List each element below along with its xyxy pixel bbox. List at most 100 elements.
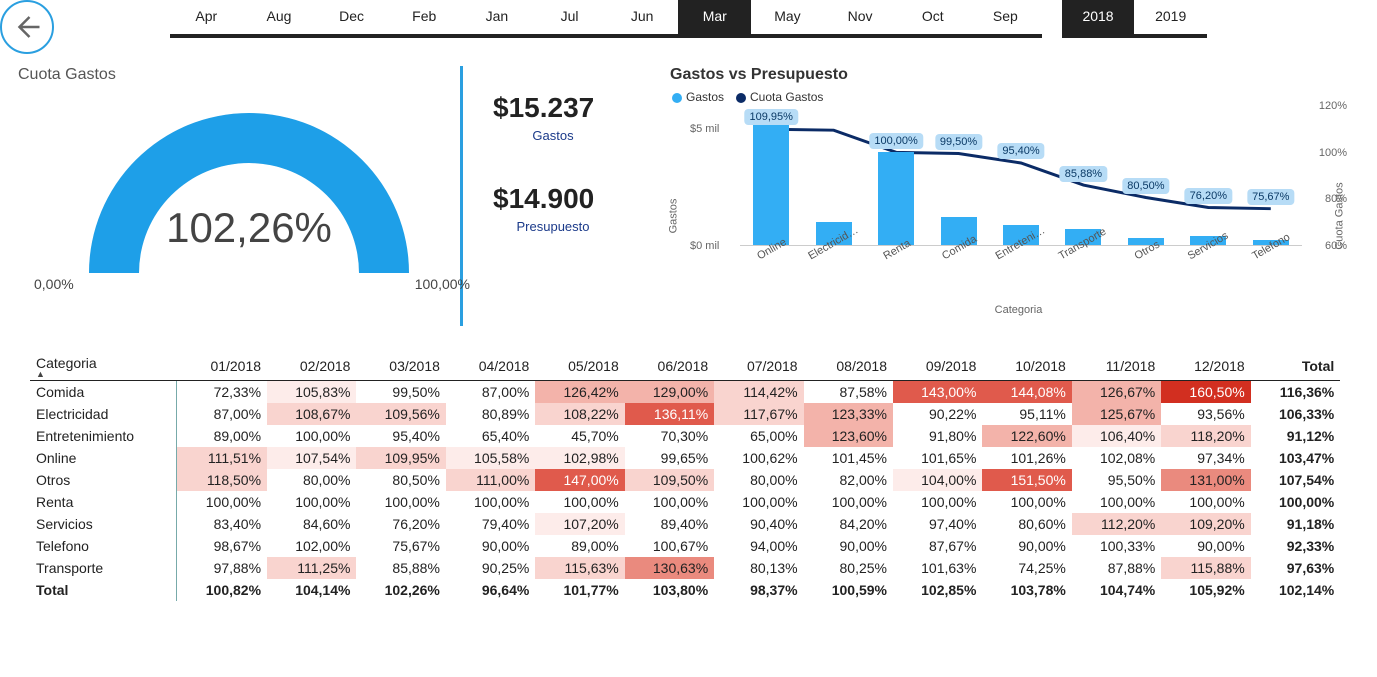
kpi-presupuesto-value: $14.900	[493, 183, 660, 215]
cell: 107,54%	[267, 447, 356, 469]
cell: 97,63%	[1251, 557, 1341, 579]
cell: 100,00%	[714, 491, 803, 513]
cell: 131,00%	[1161, 469, 1250, 491]
gauge-value: 102,26%	[166, 204, 332, 252]
kpi-gastos-value: $15.237	[493, 92, 660, 124]
combo-chart-panel: Gastos vs Presupuesto GastosCuota Gastos…	[660, 66, 1367, 326]
cell: 103,47%	[1251, 447, 1341, 469]
mid-row: Cuota Gastos 102,26% 0,00% 100,00% $15.2…	[0, 66, 1377, 326]
cell: 144,08%	[982, 381, 1071, 404]
cell: 102,26%	[356, 579, 445, 601]
year-tab-2019[interactable]: 2019	[1134, 0, 1207, 38]
month-tab-jun[interactable]: Jun	[606, 0, 679, 38]
col-header[interactable]: 11/2018	[1072, 352, 1161, 381]
cell: 72,33%	[177, 381, 267, 404]
legend-item: Gastos	[672, 90, 724, 104]
month-tab-jul[interactable]: Jul	[533, 0, 606, 38]
row-category[interactable]: Otros	[30, 469, 177, 491]
cell: 106,40%	[1072, 425, 1161, 447]
cell: 99,65%	[625, 447, 714, 469]
table-row: Otros118,50%80,00%80,50%111,00%147,00%10…	[30, 469, 1340, 491]
col-header[interactable]: 12/2018	[1161, 352, 1250, 381]
month-tab-aug[interactable]: Aug	[243, 0, 316, 38]
col-header[interactable]: 01/2018	[177, 352, 267, 381]
row-category[interactable]: Transporte	[30, 557, 177, 579]
cell: 90,40%	[714, 513, 803, 535]
cell: 80,00%	[714, 469, 803, 491]
cell: 100,00%	[267, 425, 356, 447]
cell: 126,42%	[535, 381, 624, 404]
cell: 112,20%	[1072, 513, 1161, 535]
cell: 118,50%	[177, 469, 267, 491]
cell: 122,60%	[982, 425, 1071, 447]
table-row: Renta100,00%100,00%100,00%100,00%100,00%…	[30, 491, 1340, 513]
cell: 101,77%	[535, 579, 624, 601]
kpi-gastos-label: Gastos	[493, 128, 613, 143]
row-category[interactable]: Renta	[30, 491, 177, 513]
cell: 130,63%	[625, 557, 714, 579]
kpi-presupuesto: $14.900 Presupuesto	[493, 183, 660, 234]
month-tab-may[interactable]: May	[751, 0, 824, 38]
cell: 100,00%	[893, 491, 982, 513]
cell: 85,88%	[356, 557, 445, 579]
row-category[interactable]: Servicios	[30, 513, 177, 535]
row-category[interactable]: Electricidad	[30, 403, 177, 425]
gauge-title: Cuota Gastos	[18, 66, 480, 84]
month-tab-mar[interactable]: Mar	[678, 0, 751, 38]
cell: 100,00%	[804, 491, 893, 513]
bar[interactable]	[878, 152, 914, 245]
month-tab-feb[interactable]: Feb	[388, 0, 461, 38]
y-ticks-right: 120%100%80%60%	[1307, 106, 1347, 246]
cell: 102,08%	[1072, 447, 1161, 469]
month-tab-dec[interactable]: Dec	[315, 0, 388, 38]
col-header[interactable]: 03/2018	[356, 352, 445, 381]
cell: 101,65%	[893, 447, 982, 469]
cell: 89,00%	[177, 425, 267, 447]
cell: 89,00%	[535, 535, 624, 557]
cell: 90,00%	[982, 535, 1071, 557]
month-tab-apr[interactable]: Apr	[170, 0, 243, 38]
year-tab-2018[interactable]: 2018	[1062, 0, 1135, 38]
cell: 90,00%	[446, 535, 535, 557]
row-category[interactable]: Comida	[30, 381, 177, 404]
row-category[interactable]: Online	[30, 447, 177, 469]
col-header[interactable]: 04/2018	[446, 352, 535, 381]
pct-label: 100,00%	[869, 133, 922, 149]
table-row: Electricidad87,00%108,67%109,56%80,89%10…	[30, 403, 1340, 425]
cell: 116,36%	[1251, 381, 1341, 404]
col-header[interactable]: 07/2018	[714, 352, 803, 381]
col-header-category[interactable]: Categoria▲	[30, 352, 177, 381]
month-tab-oct[interactable]: Oct	[896, 0, 969, 38]
gauge-min: 0,00%	[34, 276, 74, 292]
cell: 106,33%	[1251, 403, 1341, 425]
row-category[interactable]: Telefono	[30, 535, 177, 557]
cell: 109,20%	[1161, 513, 1250, 535]
cell: 111,51%	[177, 447, 267, 469]
row-category[interactable]: Entretenimiento	[30, 425, 177, 447]
col-header[interactable]: 08/2018	[804, 352, 893, 381]
cell: 87,00%	[177, 403, 267, 425]
combo-chart-title: Gastos vs Presupuesto	[670, 66, 1367, 84]
col-header[interactable]: 02/2018	[267, 352, 356, 381]
table-row: Comida72,33%105,83%99,50%87,00%126,42%12…	[30, 381, 1340, 404]
cell: 109,50%	[625, 469, 714, 491]
month-tab-jan[interactable]: Jan	[461, 0, 534, 38]
month-tab-sep[interactable]: Sep	[969, 0, 1042, 38]
cell: 151,50%	[982, 469, 1071, 491]
col-header[interactable]: 06/2018	[625, 352, 714, 381]
cell: 115,63%	[535, 557, 624, 579]
back-button[interactable]	[0, 0, 54, 54]
month-tab-nov[interactable]: Nov	[824, 0, 897, 38]
bar[interactable]	[753, 109, 789, 245]
kpi-presupuesto-label: Presupuesto	[493, 219, 613, 234]
col-header[interactable]: 10/2018	[982, 352, 1071, 381]
col-header[interactable]: 05/2018	[535, 352, 624, 381]
col-header[interactable]: Total	[1251, 352, 1341, 381]
cell: 91,18%	[1251, 513, 1341, 535]
cell: 74,25%	[982, 557, 1071, 579]
cell: 65,40%	[446, 425, 535, 447]
cell: 102,85%	[893, 579, 982, 601]
gauge-panel: Cuota Gastos 102,26% 0,00% 100,00%	[10, 66, 480, 326]
cell: 98,67%	[177, 535, 267, 557]
col-header[interactable]: 09/2018	[893, 352, 982, 381]
